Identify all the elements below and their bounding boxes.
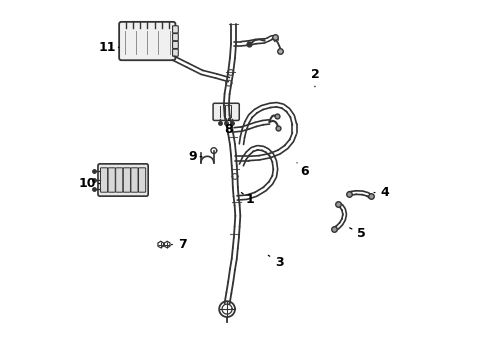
Text: 4: 4 xyxy=(374,186,389,199)
FancyBboxPatch shape xyxy=(119,22,175,60)
FancyBboxPatch shape xyxy=(172,49,178,56)
FancyBboxPatch shape xyxy=(131,168,138,192)
FancyBboxPatch shape xyxy=(172,26,178,33)
Text: 7: 7 xyxy=(172,238,187,251)
Text: 9: 9 xyxy=(189,150,202,163)
Text: 8: 8 xyxy=(224,118,233,136)
Text: 5: 5 xyxy=(350,227,366,240)
FancyBboxPatch shape xyxy=(123,168,130,192)
FancyBboxPatch shape xyxy=(108,168,115,192)
Text: 3: 3 xyxy=(269,255,283,269)
Text: 10: 10 xyxy=(78,177,100,190)
FancyBboxPatch shape xyxy=(98,164,148,196)
Text: 1: 1 xyxy=(242,193,255,206)
Text: 6: 6 xyxy=(297,163,309,177)
FancyBboxPatch shape xyxy=(172,41,178,49)
FancyBboxPatch shape xyxy=(100,168,108,192)
FancyBboxPatch shape xyxy=(172,33,178,41)
FancyBboxPatch shape xyxy=(213,103,239,121)
Text: 11: 11 xyxy=(98,41,119,54)
Text: 2: 2 xyxy=(311,68,319,87)
FancyBboxPatch shape xyxy=(116,168,123,192)
FancyBboxPatch shape xyxy=(139,168,146,192)
